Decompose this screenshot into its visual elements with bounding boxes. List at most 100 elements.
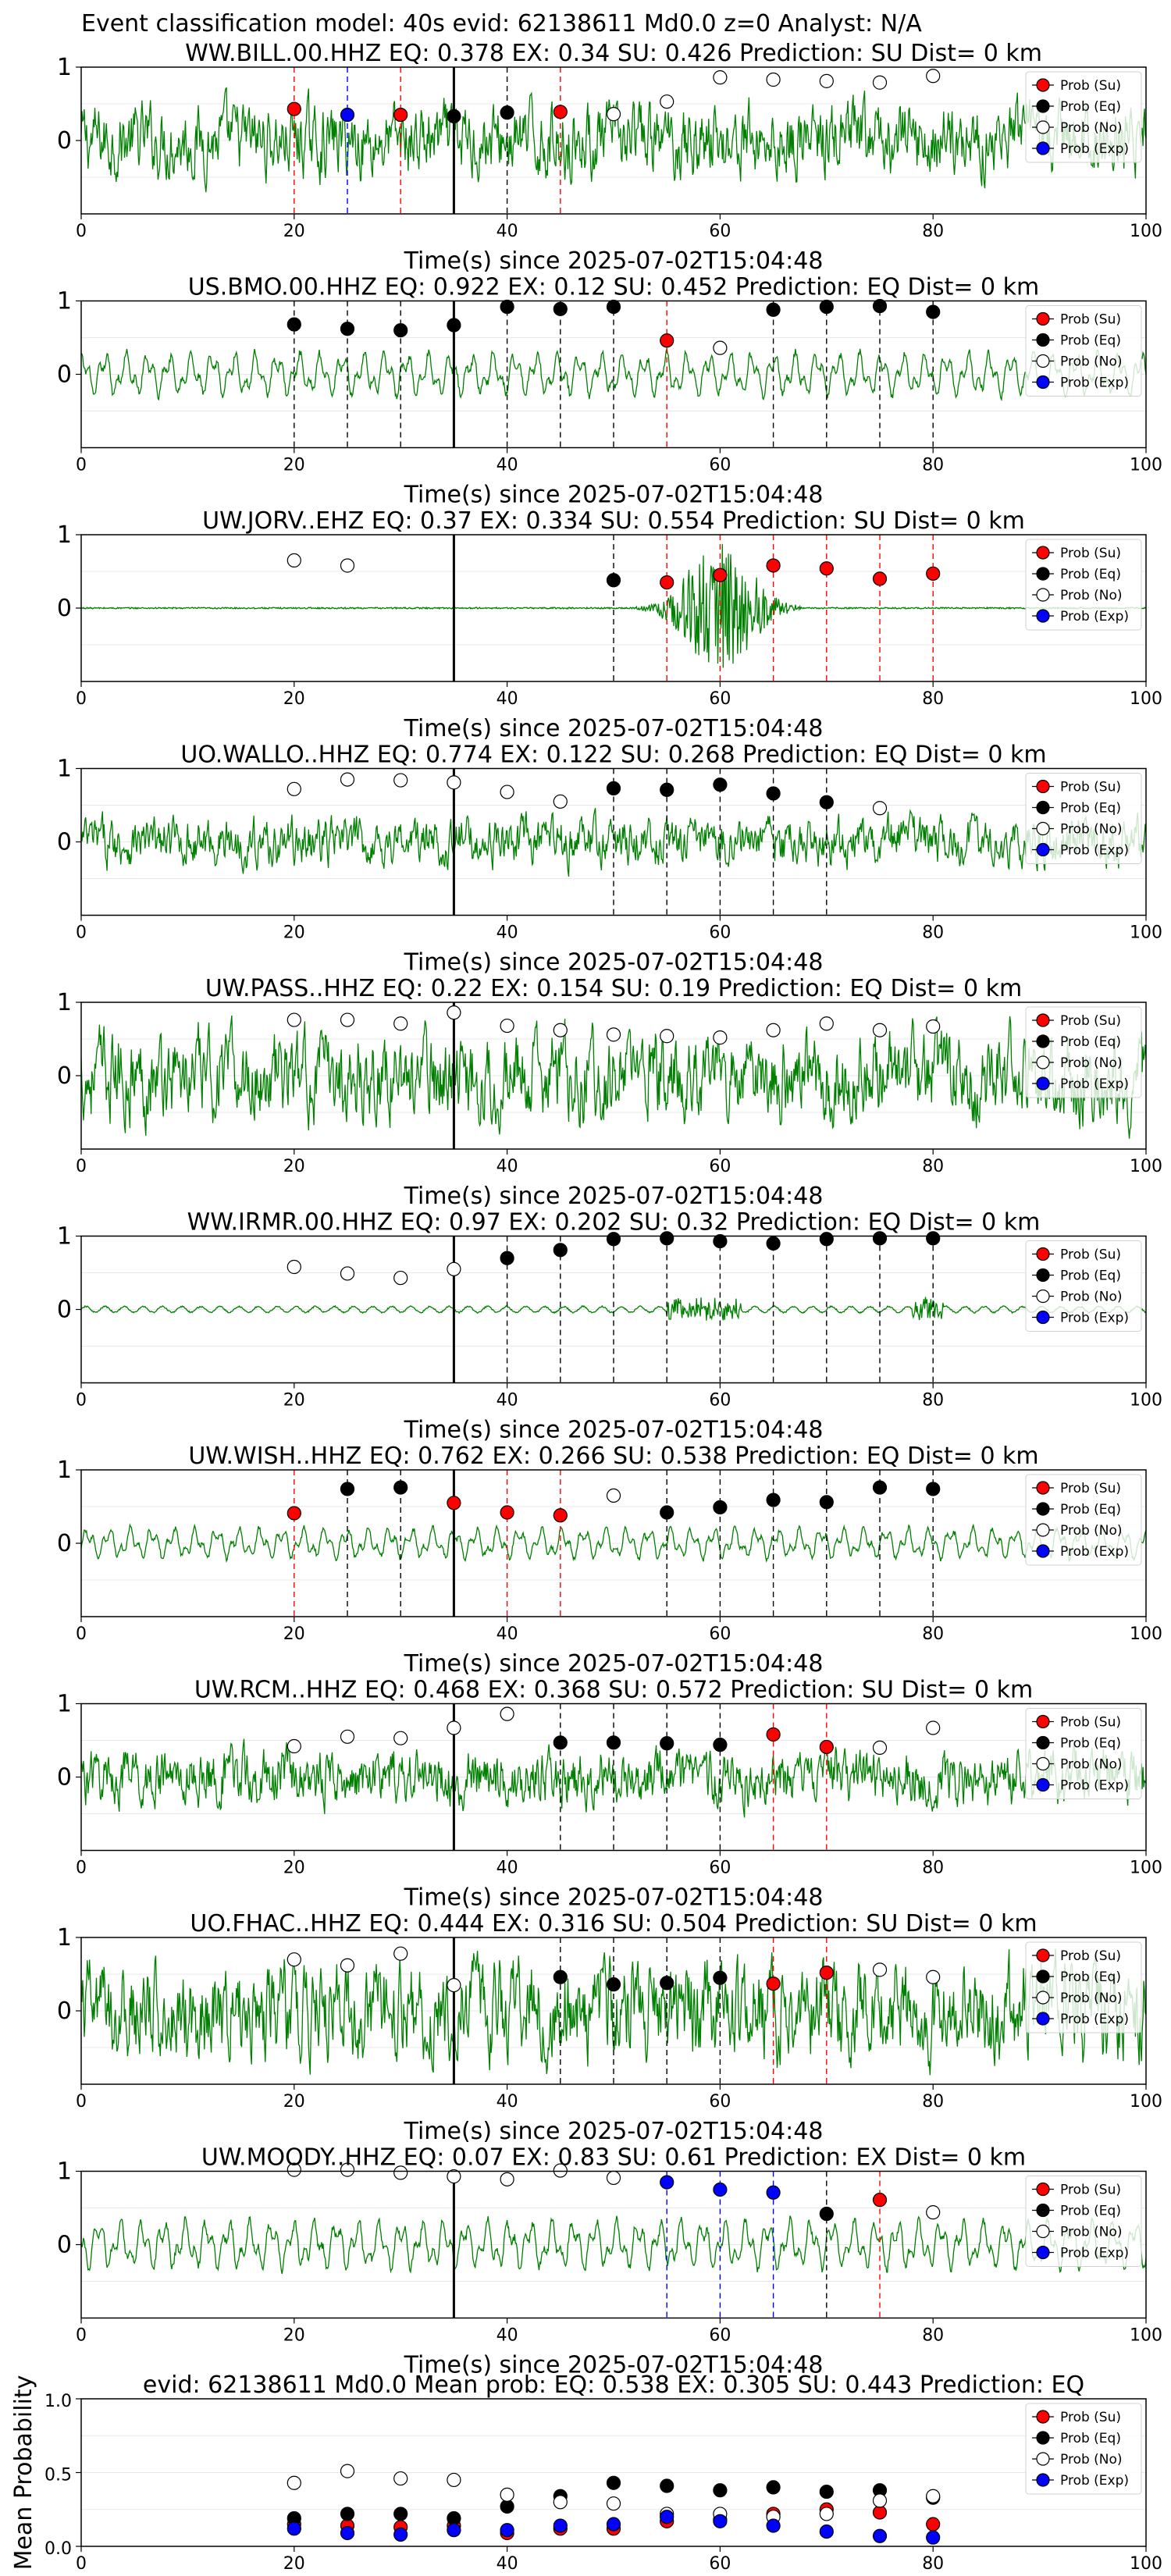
panel-title: UW.JORV..EHZ EQ: 0.37 EX: 0.334 SU: 0.55… xyxy=(202,507,1025,535)
point-eq xyxy=(819,795,834,809)
x-tick-label: 40 xyxy=(497,2554,518,2574)
x-tick-label: 60 xyxy=(709,2326,731,2346)
point-no xyxy=(340,1958,355,1973)
point-no xyxy=(340,772,355,787)
legend-marker-no xyxy=(1036,2452,1050,2466)
panel-title: evid: 62138611 Md0.0 Mean prob: EQ: 0.53… xyxy=(143,2371,1084,2399)
legend-label-su: Prob (Su) xyxy=(1060,78,1121,94)
y-tick-label: 1 xyxy=(57,2158,72,2186)
x-tick-label: 20 xyxy=(283,1391,305,1411)
point-no xyxy=(447,775,461,790)
point-no xyxy=(340,558,355,573)
point-eq xyxy=(500,1251,514,1265)
point-su xyxy=(819,561,834,576)
point-su xyxy=(553,105,568,119)
point-eq xyxy=(447,318,461,333)
x-tick-label: 40 xyxy=(497,1859,518,1878)
y-tick-label: 0.5 xyxy=(44,2466,72,2485)
legend-label-exp: Prob (Exp) xyxy=(1060,141,1129,157)
x-tick-label: 40 xyxy=(497,2326,518,2346)
x-tick-label: 0 xyxy=(76,2326,87,2346)
point-no xyxy=(340,1012,355,1027)
legend-label-su: Prob (Su) xyxy=(1060,1013,1121,1029)
x-tick-label: 100 xyxy=(1130,1157,1162,1176)
legend-label-su: Prob (Su) xyxy=(1060,1715,1121,1731)
point-exp xyxy=(393,2527,408,2542)
point-su xyxy=(287,1506,301,1521)
legend-marker-eq xyxy=(1036,2431,1050,2445)
point-eq xyxy=(713,1500,728,1515)
point-eq xyxy=(500,2499,514,2514)
point-no xyxy=(926,1969,941,1984)
x-tick-label: 100 xyxy=(1130,1391,1162,1411)
legend-marker-no xyxy=(1036,1055,1050,1069)
point-no xyxy=(606,2170,621,2186)
point-no xyxy=(393,1270,408,1286)
legend-label-exp: Prob (Exp) xyxy=(1060,1076,1129,1092)
point-su xyxy=(819,1739,834,1755)
point-no xyxy=(872,75,888,90)
point-eq xyxy=(660,2478,674,2493)
x-axis-label: Time(s) since 2025-07-02T15:04:48 xyxy=(404,1183,824,1210)
x-tick-label: 40 xyxy=(497,1391,518,1411)
x-tick-label: 0 xyxy=(76,1624,87,1644)
point-eq xyxy=(606,573,621,588)
x-tick-label: 100 xyxy=(1130,1624,1162,1644)
x-tick-label: 60 xyxy=(709,456,731,475)
point-no xyxy=(287,1952,301,1967)
x-axis-label: Time(s) since 2025-07-02T15:04:48 xyxy=(404,482,824,509)
point-no xyxy=(872,2493,888,2508)
x-tick-label: 20 xyxy=(283,2326,305,2346)
point-no xyxy=(393,773,408,788)
legend-label-exp: Prob (Exp) xyxy=(1060,1544,1129,1560)
x-tick-label: 100 xyxy=(1130,2554,1162,2574)
x-tick-label: 80 xyxy=(922,923,944,943)
x-tick-label: 60 xyxy=(709,1859,731,1878)
point-no xyxy=(447,2472,461,2488)
point-exp xyxy=(447,2523,461,2538)
seismic-waveform xyxy=(81,87,1146,193)
x-tick-label: 0 xyxy=(76,1157,87,1176)
y-tick-label: 1 xyxy=(57,989,72,1016)
y-tick-label: 0 xyxy=(57,361,72,389)
x-tick-label: 0 xyxy=(76,2092,87,2112)
point-su xyxy=(713,568,728,582)
legend-box xyxy=(1025,1474,1142,1566)
x-tick-label: 40 xyxy=(497,689,518,709)
figure-suptitle: Event classification model: 40s evid: 62… xyxy=(81,10,922,37)
legend-label-no: Prob (No) xyxy=(1060,588,1123,603)
seismic-waveform xyxy=(81,543,1146,668)
point-eq xyxy=(713,2483,728,2498)
point-eq xyxy=(713,1738,728,1752)
point-no xyxy=(393,1731,408,1745)
x-tick-label: 80 xyxy=(922,1157,944,1176)
legend-marker-no xyxy=(1036,821,1050,836)
x-tick-label: 60 xyxy=(709,923,731,943)
legend-label-su: Prob (Su) xyxy=(1060,780,1121,795)
point-eq xyxy=(713,1970,728,1985)
x-tick-label: 20 xyxy=(283,2554,305,2574)
legend-label-exp: Prob (Exp) xyxy=(1060,609,1129,624)
point-no xyxy=(287,1738,301,1754)
legend-label-no: Prob (No) xyxy=(1060,1991,1123,2006)
legend-label-eq: Prob (Eq) xyxy=(1060,99,1121,115)
y-tick-label: 0.0 xyxy=(44,2539,72,2559)
x-tick-label: 0 xyxy=(76,222,87,241)
legend-label-eq: Prob (Eq) xyxy=(1060,1034,1121,1050)
point-no xyxy=(553,1023,568,1037)
y-tick-label: 0 xyxy=(57,127,72,155)
station-panel: 0 20 40 60 80 100 0 1 UW.RCM..HHZ EQ: 0.468 EX: … xyxy=(57,1677,1162,1912)
legend-box xyxy=(1025,71,1142,163)
x-axis-label: Time(s) since 2025-07-02T15:04:48 xyxy=(404,1417,824,1444)
point-no xyxy=(606,1488,621,1503)
point-eq xyxy=(500,105,514,120)
legend-label-eq: Prob (Eq) xyxy=(1060,801,1121,817)
x-tick-label: 20 xyxy=(283,456,305,475)
point-su xyxy=(500,1505,514,1520)
point-eq xyxy=(926,1231,941,1246)
point-no xyxy=(447,2169,461,2184)
legend-marker-no xyxy=(1036,354,1050,368)
x-tick-label: 80 xyxy=(922,689,944,709)
x-tick-label: 80 xyxy=(922,1391,944,1411)
